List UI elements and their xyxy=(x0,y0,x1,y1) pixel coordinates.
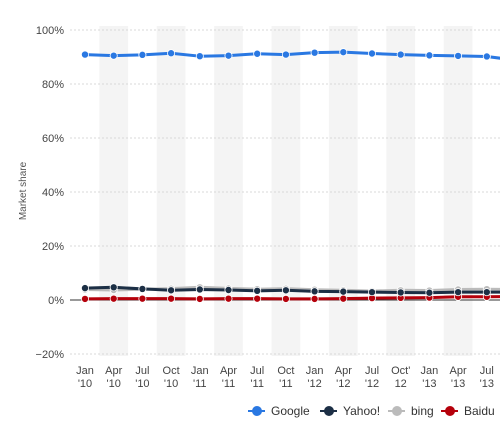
x-tick-label: Jul '10 xyxy=(135,365,149,390)
data-point-google[interactable] xyxy=(167,49,176,58)
y-tick-label: 40% xyxy=(42,187,64,199)
legend-label: Google xyxy=(271,404,310,418)
data-point-google[interactable] xyxy=(454,51,463,60)
y-tick-label: 0% xyxy=(48,295,64,307)
legend-label: Baidu xyxy=(464,404,495,418)
band xyxy=(156,26,186,356)
data-point-google[interactable] xyxy=(482,52,491,61)
series-line-yahoo xyxy=(84,285,500,295)
series-line-google xyxy=(84,50,500,60)
data-point-google[interactable] xyxy=(195,52,204,61)
x-tick-label: Jul '13 xyxy=(480,365,494,390)
y-axis-title: Market share xyxy=(18,161,29,220)
legend-item-google[interactable]: Google xyxy=(248,404,310,418)
data-point-google[interactable] xyxy=(109,51,118,60)
data-point-google[interactable] xyxy=(138,50,147,59)
y-axis-tick-labels: 100% 80% 60% 40% 20% 0% −20% xyxy=(36,25,65,361)
legend-item-bing[interactable]: bing xyxy=(388,404,434,418)
data-point-yahoo[interactable] xyxy=(109,283,118,292)
y-tick-label: −20% xyxy=(36,349,65,361)
data-point-baidu[interactable] xyxy=(224,294,233,303)
band xyxy=(271,26,301,356)
band xyxy=(328,26,358,356)
y-tick-label: 100% xyxy=(36,25,64,37)
legend: Google Yahoo! bing Baidu xyxy=(0,404,500,428)
data-point-baidu[interactable] xyxy=(339,294,348,303)
band xyxy=(99,26,129,356)
alternating-bands xyxy=(99,26,473,356)
data-point-yahoo[interactable] xyxy=(339,287,348,296)
x-axis-tick-labels: Jan '10 Apr '10 Jul '10 Oct '10 Jan '11 Apr '11 Jul '… xyxy=(76,365,494,390)
band xyxy=(214,26,243,356)
y-tick-label: 20% xyxy=(42,241,64,253)
data-point-baidu[interactable] xyxy=(310,294,319,303)
data-point-yahoo[interactable] xyxy=(425,288,434,297)
x-tick-label: Jul '12 xyxy=(365,365,379,390)
data-point-google[interactable] xyxy=(310,48,319,57)
data-point-yahoo[interactable] xyxy=(138,284,147,293)
series-layer xyxy=(81,48,500,303)
y-tick-label: 80% xyxy=(42,79,64,91)
legend-label: bing xyxy=(411,404,434,418)
data-point-yahoo[interactable] xyxy=(81,284,90,293)
legend-marker-icon xyxy=(441,406,458,416)
data-point-google[interactable] xyxy=(425,51,434,60)
x-tick-label: Oct '11 xyxy=(277,365,294,390)
band xyxy=(443,26,473,356)
data-point-yahoo[interactable] xyxy=(281,286,290,295)
data-point-yahoo[interactable] xyxy=(167,286,176,295)
x-tick-label: Jan '11 xyxy=(191,365,209,390)
data-point-google[interactable] xyxy=(81,50,90,59)
series-yahoo xyxy=(81,283,500,297)
data-point-baidu[interactable] xyxy=(195,294,204,303)
x-tick-label: Oct' 12 xyxy=(391,365,410,390)
x-tick-label: Jan '12 xyxy=(306,365,324,390)
x-tick-label: Jan '10 xyxy=(76,365,94,390)
y-tick-label: 60% xyxy=(42,133,64,145)
x-tick-label: Apr '13 xyxy=(450,365,467,390)
data-point-baidu[interactable] xyxy=(81,294,90,303)
data-point-yahoo[interactable] xyxy=(310,287,319,296)
data-point-baidu[interactable] xyxy=(253,294,262,303)
data-point-yahoo[interactable] xyxy=(367,288,376,297)
data-point-google[interactable] xyxy=(396,50,405,59)
data-point-google[interactable] xyxy=(253,49,262,58)
data-point-google[interactable] xyxy=(367,49,376,58)
data-point-google[interactable] xyxy=(224,51,233,60)
data-point-yahoo[interactable] xyxy=(454,288,463,297)
x-tick-label: Oct '10 xyxy=(163,365,180,390)
x-tick-label: Apr '11 xyxy=(220,365,237,390)
band xyxy=(386,26,416,356)
data-point-google[interactable] xyxy=(281,50,290,59)
data-point-yahoo[interactable] xyxy=(482,288,491,297)
series-line-baidu xyxy=(84,295,500,301)
data-point-baidu[interactable] xyxy=(109,294,118,303)
data-point-baidu[interactable] xyxy=(281,294,290,303)
legend-marker-icon xyxy=(320,406,337,416)
x-tick-label: Apr '10 xyxy=(105,365,122,390)
legend-marker-icon xyxy=(248,406,265,416)
x-tick-label: Jul '11 xyxy=(250,365,264,390)
data-point-baidu[interactable] xyxy=(167,294,176,303)
legend-marker-icon xyxy=(388,406,405,416)
legend-item-yahoo[interactable]: Yahoo! xyxy=(320,404,380,418)
data-point-yahoo[interactable] xyxy=(195,285,204,294)
legend-label: Yahoo! xyxy=(343,404,381,418)
data-point-google[interactable] xyxy=(339,48,348,57)
legend-item-baidu[interactable]: Baidu xyxy=(441,404,495,418)
data-point-yahoo[interactable] xyxy=(253,286,262,295)
x-tick-label: Apr '12 xyxy=(335,365,352,390)
series-google xyxy=(81,48,500,61)
x-tick-label: Jan '13 xyxy=(421,365,439,390)
data-point-baidu[interactable] xyxy=(138,294,147,303)
data-point-yahoo[interactable] xyxy=(224,286,233,295)
data-point-yahoo[interactable] xyxy=(396,288,405,297)
